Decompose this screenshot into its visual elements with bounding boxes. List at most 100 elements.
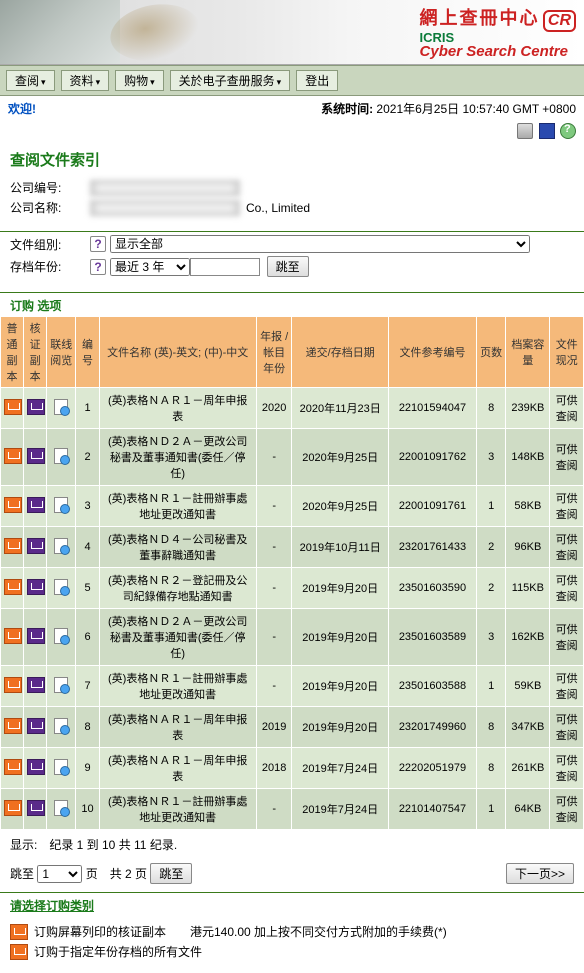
order-certified-icon[interactable] bbox=[27, 497, 45, 513]
order-normal-icon[interactable] bbox=[4, 718, 22, 734]
th-ref: 文件参考编号 bbox=[388, 317, 476, 388]
toolbar-icons bbox=[0, 121, 584, 141]
table-row: 1(英)表格ＮＡＲ１－周年申报表20202020年11月23日221015940… bbox=[1, 388, 584, 429]
menu-logout[interactable]: 登出 bbox=[296, 70, 338, 91]
cell-size: 148KB bbox=[506, 429, 550, 486]
view-online-icon[interactable] bbox=[54, 538, 68, 554]
cell-pages: 8 bbox=[477, 388, 506, 429]
order-certified-icon[interactable] bbox=[27, 800, 45, 816]
page-select[interactable]: 1 bbox=[37, 865, 82, 883]
next-page-button[interactable]: 下一页>> bbox=[506, 863, 574, 884]
view-online-icon[interactable] bbox=[54, 677, 68, 693]
menu-info[interactable]: 资料▾ bbox=[61, 70, 110, 91]
order-certified-icon[interactable] bbox=[27, 628, 45, 644]
year-input[interactable] bbox=[190, 258, 260, 276]
cell-status: 可供查阅 bbox=[550, 666, 584, 707]
jump-button[interactable]: 跳至 bbox=[267, 256, 309, 277]
cell-name: (英)表格ＮＡＲ１－周年申报表 bbox=[99, 748, 256, 789]
pager-jump-button[interactable]: 跳至 bbox=[150, 863, 192, 884]
cell-status: 可供查阅 bbox=[550, 789, 584, 830]
group-help-icon[interactable]: ? bbox=[90, 236, 106, 252]
table-row: 6(英)表格ＮＤ２Ａ－更改公司秘書及董事通知書(委任／停任)-2019年9月20… bbox=[1, 609, 584, 666]
order-certified-icon[interactable] bbox=[27, 579, 45, 595]
cell-name: (英)表格ＮＤ２Ａ－更改公司秘書及董事通知書(委任／停任) bbox=[99, 609, 256, 666]
cell-name: (英)表格ＮＡＲ１－周年申报表 bbox=[99, 388, 256, 429]
legend-title: 请选择订购类别 bbox=[0, 893, 584, 916]
order-normal-icon[interactable] bbox=[4, 538, 22, 554]
view-online-icon[interactable] bbox=[54, 579, 68, 595]
cell-name: (英)表格ＮＤ４－公司秘書及董事辭職通知書 bbox=[99, 527, 256, 568]
cell-name: (英)表格ＮＤ２Ａ－更改公司秘書及董事通知書(委任／停任) bbox=[99, 429, 256, 486]
company-name-value bbox=[90, 200, 240, 216]
order-normal-icon[interactable] bbox=[4, 759, 22, 775]
menubar: 查阅▾ 资料▾ 购物▾ 关於电子查册服务▾ 登出 bbox=[0, 65, 584, 96]
cell-pages: 3 bbox=[477, 609, 506, 666]
view-online-icon[interactable] bbox=[54, 497, 68, 513]
year-label: 存档年份: bbox=[10, 258, 90, 275]
order-normal-icon[interactable] bbox=[4, 800, 22, 816]
cell-pages: 1 bbox=[477, 486, 506, 527]
cell-name: (英)表格ＮＡＲ１－周年申报表 bbox=[99, 707, 256, 748]
cell-year: 2019 bbox=[256, 707, 292, 748]
cell-year: - bbox=[256, 666, 292, 707]
year-help-icon[interactable]: ? bbox=[90, 259, 106, 275]
cell-pages: 1 bbox=[477, 789, 506, 830]
menu-search[interactable]: 查阅▾ bbox=[6, 70, 55, 91]
order-normal-icon[interactable] bbox=[4, 399, 22, 415]
table-row: 5(英)表格ＮＲ２－登記冊及公司紀錄備存地點通知書-2019年9月20日2350… bbox=[1, 568, 584, 609]
showing-label: 显示: 纪录 1 到 10 共 11 纪录. bbox=[0, 830, 584, 859]
cell-status: 可供查阅 bbox=[550, 527, 584, 568]
year-select[interactable]: 最近 3 年 bbox=[110, 258, 190, 276]
menu-shopping[interactable]: 购物▾ bbox=[115, 70, 164, 91]
order-normal-icon[interactable] bbox=[4, 579, 22, 595]
order-normal-icon[interactable] bbox=[4, 628, 22, 644]
menu-about[interactable]: 关於电子查册服务▾ bbox=[170, 70, 291, 91]
cell-size: 115KB bbox=[506, 568, 550, 609]
table-row: 4(英)表格ＮＤ４－公司秘書及董事辭職通知書-2019年10月11日232017… bbox=[1, 527, 584, 568]
order-normal-icon[interactable] bbox=[4, 497, 22, 513]
order-certified-icon[interactable] bbox=[27, 718, 45, 734]
view-online-icon[interactable] bbox=[54, 628, 68, 644]
pager: 跳至 1 页 共 2 页 跳至 下一页>> bbox=[0, 859, 584, 888]
cell-name: (英)表格ＮＲ１－註冊辦事處地址更改通知書 bbox=[99, 666, 256, 707]
view-online-icon[interactable] bbox=[54, 800, 68, 816]
view-online-icon[interactable] bbox=[54, 718, 68, 734]
cell-no: 2 bbox=[76, 429, 99, 486]
cell-size: 347KB bbox=[506, 707, 550, 748]
cell-name: (英)表格ＮＲ１－註冊辦事處地址更改通知書 bbox=[99, 486, 256, 527]
order-certified-icon[interactable] bbox=[27, 538, 45, 554]
view-online-icon[interactable] bbox=[54, 448, 68, 464]
cell-no: 3 bbox=[76, 486, 99, 527]
cell-date: 2019年9月20日 bbox=[292, 666, 388, 707]
cell-ref: 22101407547 bbox=[388, 789, 476, 830]
cell-status: 可供查阅 bbox=[550, 486, 584, 527]
jump-suffix: 页 共 2 页 bbox=[86, 867, 147, 881]
group-select[interactable]: 显示全部 bbox=[110, 235, 530, 253]
filters: 文件组別: ? 显示全部 存档年份: ? 最近 3 年 跳至 bbox=[0, 235, 584, 288]
system-time: 系统时间: 2021年6月25日 10:57:40 GMT +0800 bbox=[321, 100, 576, 117]
view-online-icon[interactable] bbox=[54, 759, 68, 775]
order-certified-icon[interactable] bbox=[27, 399, 45, 415]
cell-year: - bbox=[256, 429, 292, 486]
print-icon[interactable] bbox=[517, 123, 533, 139]
cell-no: 10 bbox=[76, 789, 99, 830]
order-certified-icon[interactable] bbox=[27, 448, 45, 464]
th-size: 档案容量 bbox=[506, 317, 550, 388]
view-online-icon[interactable] bbox=[54, 399, 68, 415]
order-normal-icon[interactable] bbox=[4, 448, 22, 464]
th-normal: 普通副本 bbox=[1, 317, 24, 388]
cell-ref: 22101594047 bbox=[388, 388, 476, 429]
cell-size: 96KB bbox=[506, 527, 550, 568]
order-normal-icon[interactable] bbox=[4, 677, 22, 693]
banner: 網上查冊中心 CR ICRIS Cyber Search Centre bbox=[0, 0, 584, 65]
order-certified-icon[interactable] bbox=[27, 677, 45, 693]
order-certified-icon[interactable] bbox=[27, 759, 45, 775]
cell-date: 2019年9月20日 bbox=[292, 568, 388, 609]
cell-pages: 8 bbox=[477, 707, 506, 748]
cell-ref: 23501603589 bbox=[388, 609, 476, 666]
cell-pages: 2 bbox=[477, 568, 506, 609]
th-pages: 页数 bbox=[477, 317, 506, 388]
banner-sub2: Cyber Search Centre bbox=[420, 43, 576, 60]
save-icon[interactable] bbox=[539, 123, 555, 139]
help-icon[interactable] bbox=[560, 123, 576, 139]
